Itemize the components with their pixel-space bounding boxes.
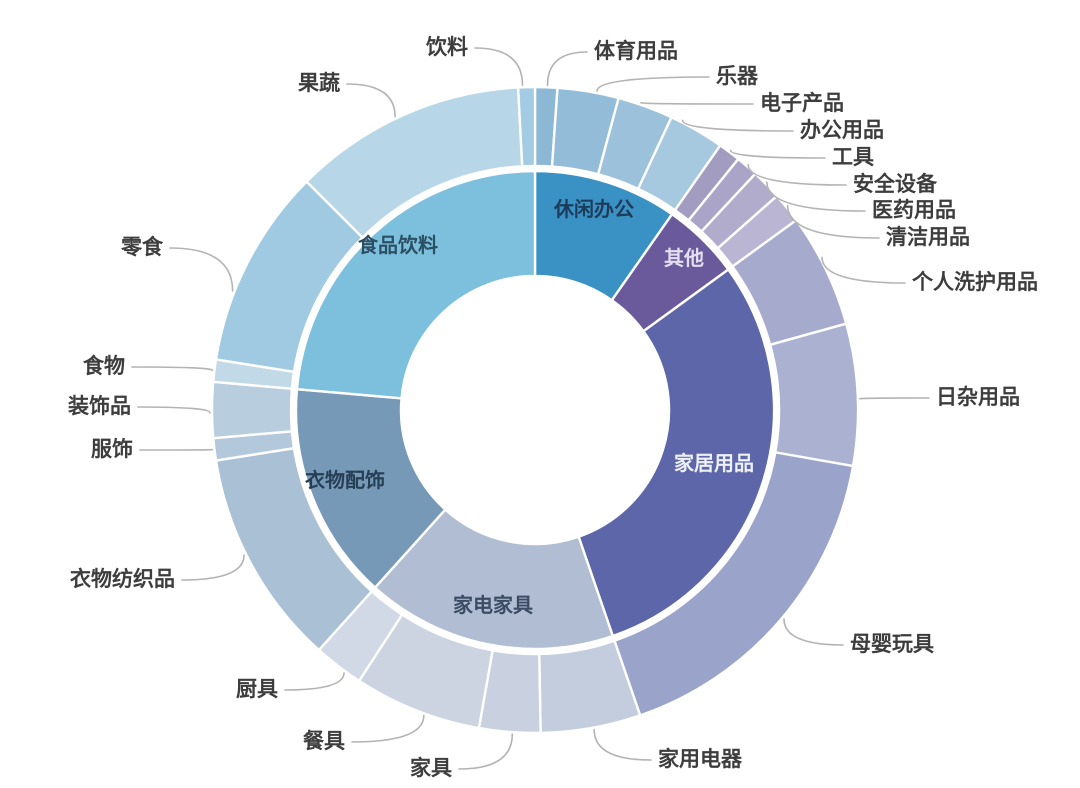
- leader-line-beverages: [474, 47, 524, 86]
- leader-line-sports-goods: [546, 51, 588, 86]
- callout-label-daily-sundries: 日杂用品: [936, 385, 1020, 409]
- leader-line-cleaning-supplies: [786, 204, 880, 239]
- callout-label-medical-supplies: 医药用品: [872, 198, 956, 222]
- leader-line-electronics: [640, 101, 754, 105]
- callout-label-office-supplies: 办公用品: [800, 118, 884, 142]
- leader-line-medical-supplies: [766, 181, 866, 212]
- inner-segment-food-beverage: [295, 169, 537, 400]
- callout-label-instruments: 乐器: [716, 64, 759, 88]
- leader-line-tools: [729, 149, 826, 159]
- leader-line-maternity-baby-toys: [783, 618, 844, 646]
- leader-line-personal-care: [821, 256, 906, 284]
- callout-label-snacks: 零食: [120, 235, 164, 259]
- callout-label-personal-care: 个人洗护用品: [912, 270, 1038, 294]
- callout-label-tableware: 餐具: [303, 729, 345, 753]
- callout-label-clothing-textiles: 衣物纺织品: [70, 567, 175, 591]
- inner-segment-label-clothing-accessories: 衣物配饰: [305, 468, 385, 492]
- outer-segment-decorations: [210, 380, 294, 440]
- leader-line-instruments: [596, 76, 710, 92]
- callout-label-produce: 果蔬: [298, 71, 340, 95]
- leader-line-daily-sundries: [859, 397, 930, 400]
- inner-segment-household-goods: [577, 268, 776, 638]
- inner-segment-label-appliances-furniture: 家电家具: [453, 593, 533, 617]
- callout-label-beverages: 饮料: [425, 35, 468, 59]
- callout-label-decorations: 装饰品: [68, 394, 131, 418]
- callout-label-tools: 工具: [832, 145, 874, 169]
- outer-ring: [210, 85, 860, 735]
- inner-segment-label-other: 其他: [664, 246, 704, 270]
- callout-label-kitchenware: 厨具: [236, 677, 278, 701]
- inner-segment-label-household-goods: 家居用品: [674, 451, 754, 475]
- leader-line-tableware: [351, 714, 425, 743]
- inner-segment-appliances-furniture: [373, 508, 615, 651]
- leader-line-office-supplies: [681, 119, 794, 132]
- leader-line-furniture: [458, 733, 514, 770]
- leader-line-clothing-textiles: [181, 554, 245, 581]
- leader-line-food: [131, 366, 214, 372]
- callout-label-furniture: 家具: [410, 756, 452, 780]
- leader-line-safety-equipment: [747, 163, 847, 186]
- leader-line-decorations: [137, 406, 211, 414]
- inner-segment-label-leisure-office: 休闲办公: [553, 197, 634, 221]
- callout-labels: 饮料 体育用品乐器电子产品办公用品工具安全设备医药用品清洁用品个人洗护用品日杂用品…: [68, 35, 1038, 780]
- callout-label-cleaning-supplies: 清洁用品: [886, 225, 970, 249]
- inner-ring: [294, 169, 776, 651]
- callout-label-apparel: 服饰: [91, 437, 133, 461]
- leader-line-produce: [346, 83, 396, 118]
- leader-line-snacks: [169, 247, 234, 292]
- callout-label-maternity-baby-toys: 母婴玩具: [850, 632, 934, 656]
- callout-label-food: 食物: [83, 354, 125, 378]
- callout-label-sports-goods: 体育用品: [594, 39, 678, 63]
- callout-label-electronics: 电子产品: [760, 91, 844, 115]
- outer-segment-beverages: [516, 85, 537, 168]
- outer-segment-daily-sundries: [768, 322, 860, 468]
- inner-segment-clothing-accessories: [294, 387, 447, 589]
- leader-line-kitchenware: [284, 672, 345, 691]
- callout-label-safety-equipment: 安全设备: [853, 172, 938, 196]
- callout-label-home-appliances: 家用电器: [658, 747, 743, 771]
- inner-segment-label-food-beverage: 食品饮料: [358, 233, 438, 257]
- leader-line-home-appliances: [593, 728, 652, 761]
